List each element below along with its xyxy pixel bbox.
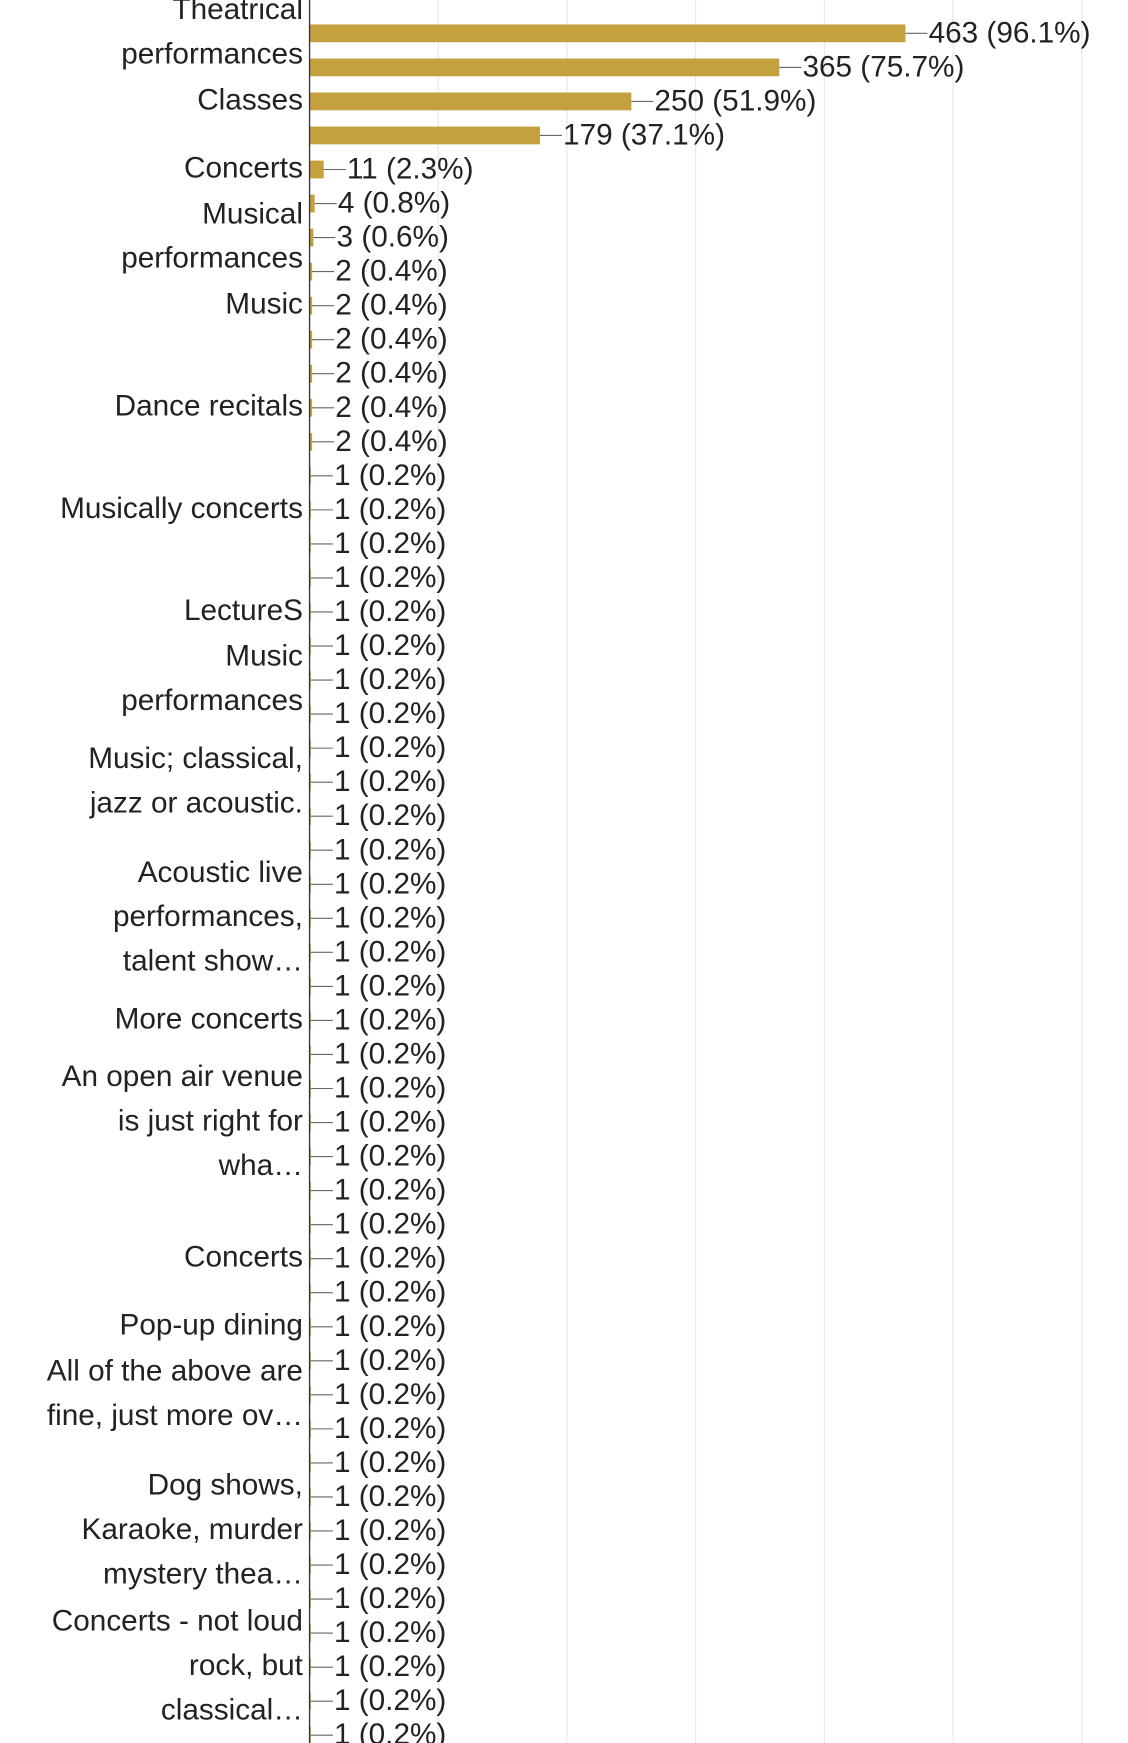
value-label: 1 (0.2%)	[334, 1514, 446, 1547]
value-label: 2 (0.4%)	[335, 391, 447, 424]
value-label: 1 (0.2%)	[334, 731, 446, 764]
value-label: 11 (2.3%)	[347, 152, 474, 185]
bar	[309, 160, 324, 179]
value-label: 1 (0.2%)	[334, 799, 446, 832]
value-label: 1 (0.2%)	[334, 1208, 446, 1241]
bar	[309, 24, 906, 43]
y-tick-label: Music; classical,	[88, 742, 303, 775]
y-tick-label: Acoustic live	[138, 856, 303, 889]
y-tick-label: Concerts	[184, 151, 303, 184]
y-tick-label: Pop-up dining	[119, 1309, 302, 1342]
y-tick-label: performances	[121, 242, 303, 275]
y-tick-label: Karaoke, murder	[82, 1513, 303, 1546]
value-label: 250 (51.9%)	[654, 84, 816, 117]
value-label: 1 (0.2%)	[334, 663, 446, 696]
value-label: 1 (0.2%)	[334, 1344, 446, 1377]
y-tick-label: Musical	[202, 197, 303, 230]
y-tick-label: Dance recitals	[115, 390, 303, 423]
value-label: 1 (0.2%)	[334, 1276, 446, 1309]
y-tick-label: mystery thea…	[103, 1557, 303, 1590]
y-tick-label: jazz or acoustic.	[89, 786, 303, 819]
y-tick-label: rock, but	[189, 1649, 304, 1682]
value-label: 1 (0.2%)	[334, 1105, 446, 1138]
y-tick-label: is just right for	[118, 1104, 303, 1137]
value-label: 2 (0.4%)	[335, 255, 447, 288]
value-label: 2 (0.4%)	[335, 289, 447, 322]
value-label: 1 (0.2%)	[334, 459, 446, 492]
y-tick-label: Concerts	[184, 1240, 303, 1273]
y-tick-label: An open air venue	[62, 1060, 303, 1093]
y-tick-label: Classes	[197, 83, 303, 116]
bar	[309, 432, 313, 451]
value-label: 1 (0.2%)	[334, 901, 446, 934]
value-label: 1 (0.2%)	[334, 527, 446, 560]
value-label: 1 (0.2%)	[334, 1412, 446, 1445]
plot-area: 463 (96.1%) Theatrical performances 365 (75…	[47, 0, 1091, 1743]
y-tick-label: classical…	[161, 1693, 303, 1726]
bar	[309, 126, 540, 145]
y-tick-label: talent show…	[123, 945, 303, 978]
value-label: 365 (75.7%)	[802, 50, 964, 83]
value-label: 1 (0.2%)	[334, 867, 446, 900]
y-tick-label: fine, just more ov…	[47, 1399, 303, 1432]
value-label: 1 (0.2%)	[334, 1037, 446, 1070]
y-tick-label: Music	[225, 287, 303, 320]
y-tick-label: Musically concerts	[60, 492, 303, 525]
value-label: 1 (0.2%)	[334, 1446, 446, 1479]
value-label: 1 (0.2%)	[334, 935, 446, 968]
bar	[309, 296, 313, 315]
y-tick-label: performances	[121, 37, 303, 70]
y-tick-label: LectureS	[184, 594, 303, 627]
bar	[309, 228, 314, 247]
value-label: 1 (0.2%)	[334, 697, 446, 730]
value-label: 463 (96.1%)	[929, 16, 1091, 49]
y-tick-label: Concerts - not loud	[52, 1604, 303, 1637]
bar	[309, 194, 315, 213]
value-label: 1 (0.2%)	[334, 1139, 446, 1172]
bar	[309, 398, 313, 417]
value-label: 1 (0.2%)	[334, 1003, 446, 1036]
value-label: 2 (0.4%)	[335, 425, 447, 458]
value-label: 1 (0.2%)	[334, 493, 446, 526]
value-label: 3 (0.6%)	[337, 220, 449, 253]
y-tick-label: All of the above are	[47, 1354, 303, 1387]
value-label: 1 (0.2%)	[334, 1174, 446, 1207]
value-label: 1 (0.2%)	[334, 1684, 446, 1717]
value-label: 1 (0.2%)	[334, 595, 446, 628]
value-label: 1 (0.2%)	[334, 1071, 446, 1104]
value-label: 1 (0.2%)	[334, 1650, 446, 1683]
value-label: 1 (0.2%)	[334, 1548, 446, 1581]
y-tick-label: Dog shows,	[148, 1468, 303, 1501]
value-label: 1 (0.2%)	[334, 1718, 446, 1743]
value-label: 1 (0.2%)	[334, 765, 446, 798]
bar	[309, 364, 313, 383]
y-tick-label: More concerts	[115, 1002, 303, 1035]
value-label: 179 (37.1%)	[563, 118, 725, 151]
value-label: 1 (0.2%)	[334, 969, 446, 1002]
value-label: 1 (0.2%)	[334, 561, 446, 594]
y-tick-label: performances	[121, 684, 303, 717]
bar	[309, 92, 632, 111]
y-tick-label: Theatrical	[172, 0, 303, 26]
value-label: 2 (0.4%)	[335, 323, 447, 356]
value-label: 1 (0.2%)	[334, 1378, 446, 1411]
value-label: 1 (0.2%)	[334, 629, 446, 662]
value-label: 1 (0.2%)	[334, 1616, 446, 1649]
bar	[309, 262, 313, 281]
y-tick-label: performances,	[113, 900, 303, 933]
value-label: 1 (0.2%)	[334, 1582, 446, 1615]
y-tick-label: Music	[225, 640, 303, 673]
value-label: 1 (0.2%)	[334, 1480, 446, 1513]
value-label: 4 (0.8%)	[338, 186, 450, 219]
value-label: 1 (0.2%)	[334, 1242, 446, 1275]
bar	[309, 330, 313, 349]
value-label: 1 (0.2%)	[334, 833, 446, 866]
value-label: 2 (0.4%)	[335, 357, 447, 390]
value-label: 1 (0.2%)	[334, 1310, 446, 1343]
bar	[309, 58, 780, 77]
y-tick-label: wha…	[218, 1149, 303, 1182]
